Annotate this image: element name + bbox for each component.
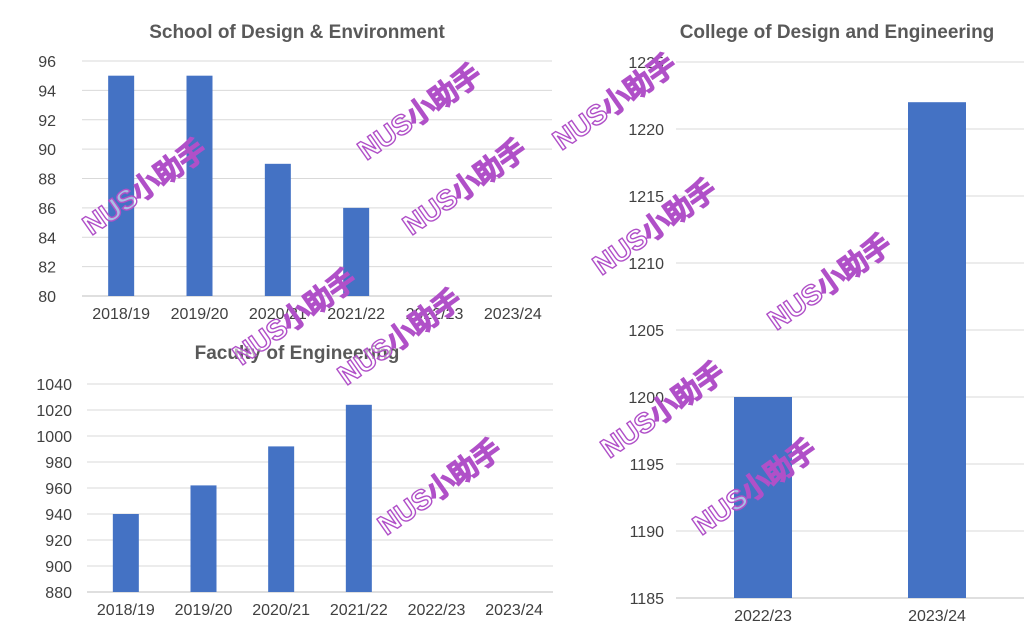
chart-title: Faculty of Engineering <box>195 343 400 364</box>
y-tick-label: 1000 <box>36 429 72 446</box>
y-tick-label: 1225 <box>628 55 664 72</box>
bar-2019-20 <box>190 485 217 592</box>
chart-title: College of Design and Engineering <box>680 22 995 43</box>
bar-2023-24 <box>908 102 966 598</box>
watermark-text: NUS小助手 <box>762 228 897 335</box>
y-tick-label: 880 <box>45 585 72 602</box>
bar-2020-21 <box>268 446 295 592</box>
watermark-text: NUS小助手 <box>595 356 730 463</box>
y-tick-label: 900 <box>45 559 72 576</box>
y-tick-label: 1185 <box>630 591 665 608</box>
x-tick-label: 2021/22 <box>327 306 385 323</box>
charts-layer: School of Design & Environment 80 82 84 86 88… <box>36 22 1024 625</box>
x-tick-label: 2019/20 <box>171 306 229 323</box>
chart-sde: School of Design & Environment 80 82 84 86 88… <box>38 22 552 323</box>
y-tick-label: 1210 <box>628 256 664 273</box>
bar-2018-19 <box>112 514 139 592</box>
watermark-text: NUS小助手 <box>372 433 507 540</box>
y-tick-label: 94 <box>38 83 56 100</box>
x-tick-label: 2018/19 <box>97 602 155 619</box>
bar-2022-23 <box>734 397 792 598</box>
y-tick-label: 1200 <box>628 390 664 407</box>
bar-2021-22 <box>345 404 372 592</box>
y-tick-label: 1020 <box>36 403 72 420</box>
x-tick-label: 2021/22 <box>330 602 388 619</box>
x-tick-label: 2023/24 <box>485 602 543 619</box>
y-tick-label: 1190 <box>630 524 665 541</box>
y-tick-label: 940 <box>45 507 72 524</box>
y-tick-label: 1205 <box>628 323 664 340</box>
chart-title: School of Design & Environment <box>149 22 445 43</box>
y-tick-label: 96 <box>38 54 56 71</box>
y-tick-label: 980 <box>45 455 72 472</box>
x-tick-label: 2022/23 <box>734 608 792 625</box>
x-tick-label: 2020/21 <box>252 602 310 619</box>
watermark-text: NUS小助手 <box>352 58 487 165</box>
watermark-text: NUS小助手 <box>547 48 682 155</box>
y-tick-label: 920 <box>45 533 72 550</box>
chart-foe: Faculty of Engineering 880 900 920 940 960 980… <box>36 343 553 619</box>
x-tick-label: 2020/21 <box>249 306 307 323</box>
y-tick-label: 960 <box>45 481 72 498</box>
y-tick-label: 84 <box>38 230 56 247</box>
y-tick-label: 1040 <box>36 377 72 394</box>
watermark-text: NUS小助手 <box>332 283 467 390</box>
bar-2021-22 <box>343 207 370 296</box>
x-tick-label: 2022/23 <box>408 602 466 619</box>
y-tick-label: 80 <box>38 289 56 306</box>
x-tick-label: 2022/23 <box>406 306 464 323</box>
bar-2020-21 <box>264 163 291 296</box>
x-tick-label: 2023/24 <box>484 306 542 323</box>
y-tick-label: 88 <box>38 172 56 189</box>
y-tick-label: 90 <box>38 142 56 159</box>
y-tick-label: 92 <box>38 113 56 130</box>
bar-2018-19 <box>108 75 135 296</box>
x-tick-label: 2018/19 <box>92 306 150 323</box>
y-tick-label: 1220 <box>628 122 664 139</box>
y-tick-label: 1215 <box>628 189 664 206</box>
y-tick-label: 86 <box>38 201 56 218</box>
x-tick-label: 2023/24 <box>908 608 966 625</box>
x-tick-label: 2019/20 <box>175 602 233 619</box>
chart-cde: College of Design and Engineering 1185 119… <box>628 22 1024 625</box>
bar-2019-20 <box>186 75 213 296</box>
y-tick-label: 1195 <box>630 457 665 474</box>
y-tick-label: 82 <box>38 260 56 277</box>
